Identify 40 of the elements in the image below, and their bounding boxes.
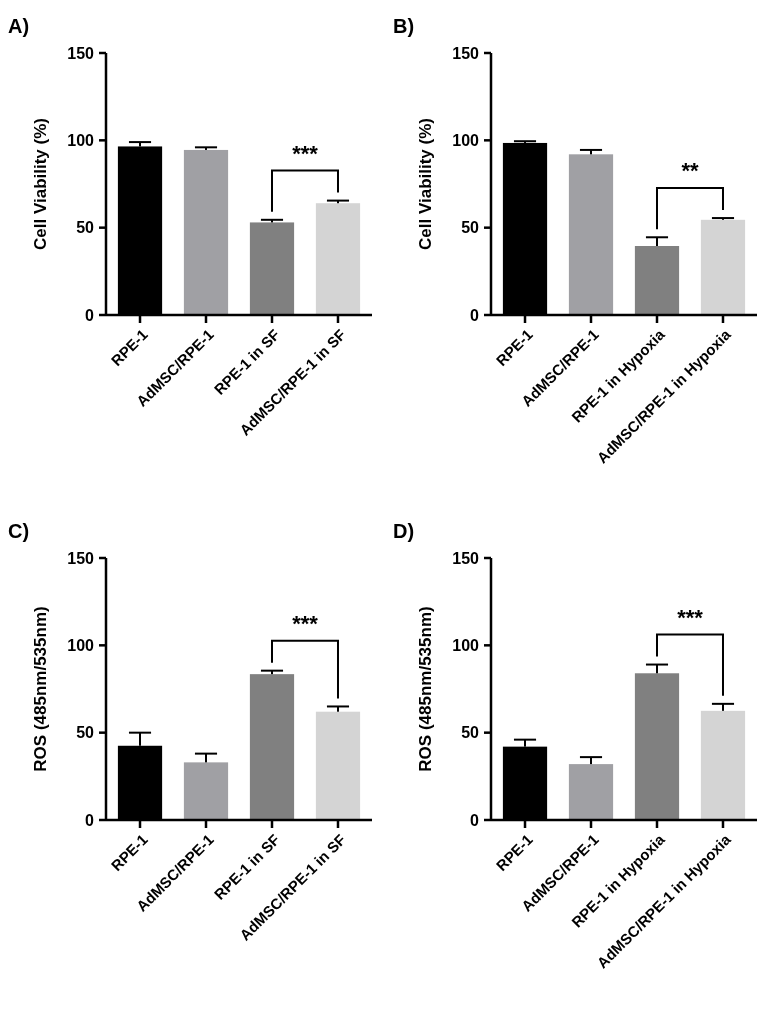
y-axis-title: Cell Viability (%) bbox=[416, 118, 435, 250]
y-tick-label: 150 bbox=[452, 44, 480, 62]
bar bbox=[315, 711, 361, 820]
y-tick-label: 0 bbox=[85, 811, 95, 829]
y-tick-label: 150 bbox=[67, 549, 95, 567]
bar bbox=[183, 149, 229, 315]
bar bbox=[568, 154, 614, 315]
bar bbox=[568, 764, 614, 820]
y-tick-label: 150 bbox=[67, 44, 95, 62]
bar bbox=[249, 222, 295, 315]
y-tick-label: 0 bbox=[470, 306, 480, 324]
y-tick-label: 50 bbox=[461, 724, 480, 742]
annotation: *** bbox=[292, 140, 319, 166]
y-axis-title: ROS (485nm/535nm) bbox=[416, 606, 435, 772]
bar bbox=[315, 203, 361, 315]
bar bbox=[700, 710, 746, 820]
bar bbox=[700, 219, 746, 315]
y-tick-label: 100 bbox=[452, 131, 480, 149]
y-tick-label: 0 bbox=[470, 811, 480, 829]
y-tick-label: 150 bbox=[452, 549, 480, 567]
bar bbox=[183, 762, 229, 820]
y-tick-label: 50 bbox=[461, 219, 480, 237]
y-tick-label: 100 bbox=[67, 636, 95, 654]
chart-title: C) bbox=[8, 520, 30, 542]
y-tick-label: 50 bbox=[76, 724, 95, 742]
y-tick-label: 100 bbox=[67, 131, 95, 149]
annotation: *** bbox=[677, 604, 704, 630]
bar bbox=[249, 674, 295, 820]
chart-title: D) bbox=[393, 520, 415, 542]
chart-title: A) bbox=[8, 15, 30, 37]
bar bbox=[634, 673, 680, 820]
y-axis-title: Cell Viability (%) bbox=[31, 118, 50, 250]
y-tick-label: 100 bbox=[452, 636, 480, 654]
chart-title: B) bbox=[393, 15, 415, 37]
annotation: *** bbox=[292, 610, 319, 636]
annotation: ** bbox=[681, 158, 699, 184]
y-axis-title: ROS (485nm/535nm) bbox=[31, 606, 50, 772]
bar bbox=[634, 246, 680, 315]
y-tick-label: 0 bbox=[85, 306, 95, 324]
y-tick-label: 50 bbox=[76, 219, 95, 237]
